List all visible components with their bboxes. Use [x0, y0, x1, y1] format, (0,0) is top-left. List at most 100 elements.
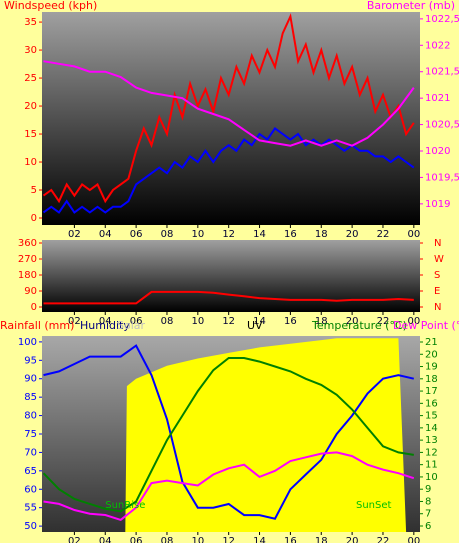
axis-label: UV — [247, 319, 263, 332]
y2-tick-label: 14 — [425, 423, 438, 434]
y2-tick-label: W — [434, 254, 444, 265]
y2-tick-label: 21 — [425, 337, 438, 348]
x-tick-label: 16 — [284, 229, 297, 240]
x-tick-label: 04 — [99, 316, 112, 327]
y2-tick-label: 1020,5 — [425, 120, 459, 131]
x-tick-label: 12 — [222, 536, 235, 543]
x-tick-label: 20 — [346, 229, 359, 240]
axis-label: Barometer (mb) — [367, 0, 455, 12]
y2-tick-label: 17 — [425, 386, 438, 397]
x-tick-label: 18 — [315, 536, 328, 543]
y-tick-label: 360 — [18, 238, 37, 249]
y2-tick-label: 15 — [425, 411, 438, 422]
annotation: SunRise — [105, 500, 145, 511]
x-tick-label: 06 — [130, 536, 143, 543]
x-tick-label: 08 — [161, 536, 174, 543]
y2-tick-label: 1019 — [425, 199, 450, 210]
axis-label: Dew Point (°C — [393, 319, 459, 332]
y-tick-label: 95 — [24, 355, 37, 366]
y2-tick-label: 1021,5 — [425, 67, 459, 78]
x-tick-label: 10 — [191, 316, 204, 327]
x-tick-label: 02 — [68, 229, 81, 240]
y2-tick-label: 8 — [425, 496, 431, 507]
y-tick-label: 180 — [18, 270, 37, 281]
x-tick-label: 20 — [346, 536, 359, 543]
x-tick-label: 20 — [346, 316, 359, 327]
y2-tick-label: 1021 — [425, 93, 450, 104]
y2-tick-label: N — [434, 302, 441, 313]
line — [43, 451, 415, 522]
y2-tick-label: 6 — [425, 521, 431, 532]
x-tick-label: 00 — [407, 316, 420, 327]
y-tick-label: 65 — [24, 466, 37, 477]
annotation: SunSet — [356, 500, 392, 511]
y-tick-label: 50 — [24, 521, 37, 532]
y-tick-label: 75 — [24, 429, 37, 440]
y2-tick-label: E — [434, 286, 440, 297]
x-tick-label: 10 — [191, 229, 204, 240]
x-tick-label: 14 — [253, 229, 266, 240]
x-tick-label: 02 — [68, 316, 81, 327]
x-tick-label: 18 — [315, 229, 328, 240]
plot-area — [42, 240, 420, 312]
axis-label: Rainfall (mm) — [0, 319, 74, 332]
y-tick-label: 15 — [24, 129, 37, 140]
y-tick-label: 25 — [24, 73, 37, 84]
y-tick-label: 70 — [24, 447, 37, 458]
axis-label: Humidity — [80, 319, 130, 332]
y2-tick-label: 20 — [425, 349, 438, 360]
plot-area — [42, 12, 420, 225]
y2-tick-label: 10 — [425, 472, 438, 483]
y2-tick-label: S — [434, 270, 440, 281]
y2-tick-label: 12 — [425, 447, 438, 458]
line — [43, 60, 415, 147]
y2-tick-label: 1022,5 — [425, 14, 459, 25]
x-tick-label: 02 — [68, 536, 81, 543]
x-tick-label: 10 — [191, 536, 204, 543]
y2-tick-label: 16 — [425, 398, 438, 409]
x-tick-label: 06 — [130, 316, 143, 327]
x-tick-label: 08 — [161, 316, 174, 327]
x-tick-label: 00 — [407, 536, 420, 543]
y2-tick-label: 11 — [425, 460, 438, 471]
y-tick-label: 85 — [24, 392, 37, 403]
line — [42, 13, 415, 204]
x-tick-label: 00 — [407, 229, 420, 240]
x-tick-label: 06 — [130, 229, 143, 240]
y2-tick-label: 19 — [425, 362, 438, 373]
x-tick-label: 22 — [377, 536, 390, 543]
line — [43, 344, 415, 520]
y2-tick-label: 18 — [425, 374, 438, 385]
x-tick-label: 18 — [315, 316, 328, 327]
y-tick-label: 270 — [18, 254, 37, 265]
y2-tick-label: 7 — [425, 509, 431, 520]
y2-tick-label: 1020 — [425, 146, 450, 157]
line — [42, 357, 414, 513]
y2-tick-label: 1019,5 — [425, 172, 459, 183]
y2-tick-label: 9 — [425, 484, 431, 495]
x-tick-label: 04 — [99, 229, 112, 240]
axis-label: Windspeed (kph) — [4, 0, 97, 12]
y-tick-label: 30 — [24, 45, 37, 56]
axis-label: Temperature (°C) — [311, 319, 407, 332]
y-tick-label: 55 — [24, 503, 37, 514]
area — [125, 338, 407, 532]
x-tick-label: 16 — [284, 316, 297, 327]
x-tick-label: 22 — [377, 316, 390, 327]
y-tick-label: 80 — [24, 411, 37, 422]
x-tick-label: 14 — [253, 316, 266, 327]
y-tick-label: 0 — [31, 213, 37, 224]
axis-label: Solar — [117, 319, 146, 332]
x-tick-label: 12 — [222, 229, 235, 240]
y2-tick-label: N — [434, 238, 441, 249]
x-tick-label: 22 — [377, 229, 390, 240]
line — [43, 290, 414, 305]
y-tick-label: 20 — [24, 101, 37, 112]
x-tick-label: 08 — [161, 229, 174, 240]
y-tick-label: 5 — [31, 185, 37, 196]
x-tick-label: 14 — [253, 536, 266, 543]
y2-tick-label: 13 — [425, 435, 438, 446]
y-tick-label: 10 — [24, 157, 37, 168]
x-tick-label: 12 — [222, 316, 235, 327]
